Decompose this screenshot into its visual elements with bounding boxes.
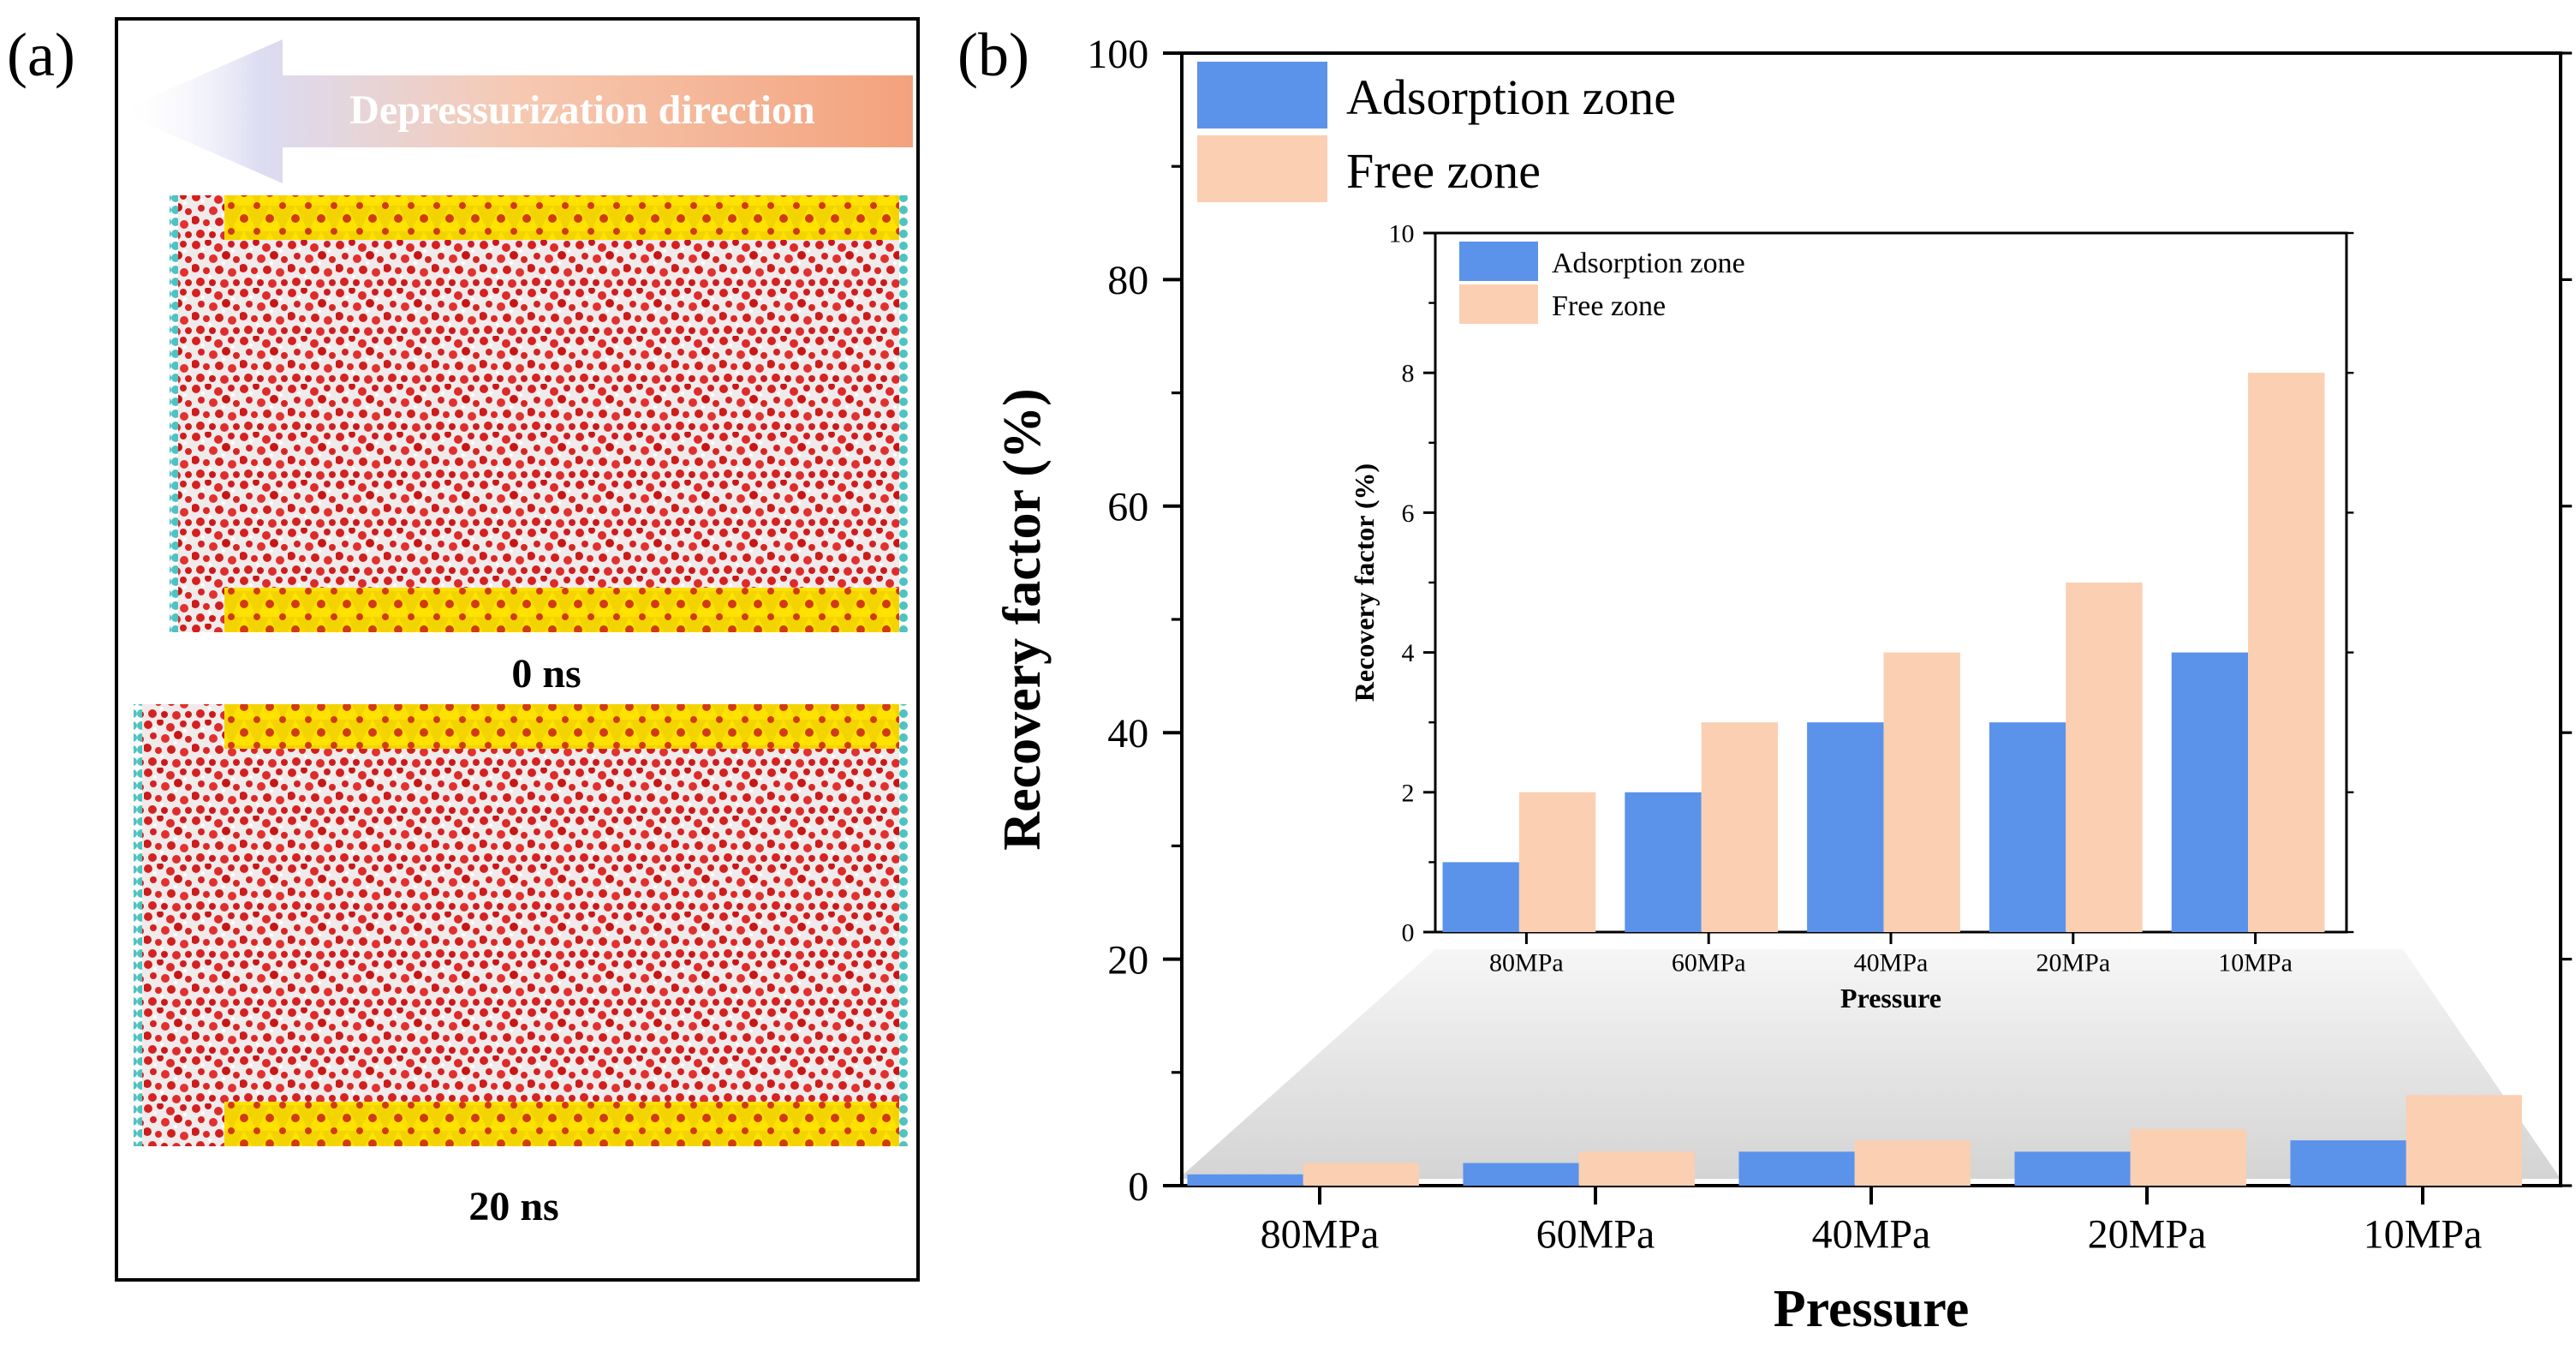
x-tick-label: 40MPa [1812,1211,1931,1257]
y-tick-label: 10 [1389,220,1415,248]
y-tick-label: 20 [1107,937,1148,983]
bar-adsorption-60mpa [1463,1163,1579,1186]
x-tick-label: 60MPa [1536,1211,1655,1257]
x-tick-label: 40MPa [1854,949,1929,977]
legend-label-adsorption: Adsorption zone [1346,69,1676,125]
x-tick-label: 60MPa [1672,949,1746,977]
y-tick-label: 8 [1402,360,1415,388]
md-snapshot-0ns [170,195,908,632]
bar-adsorption-20mpa [1989,722,2066,932]
snapshot-time-0: 0 ns [511,651,581,696]
bar-adsorption-40mpa [1807,722,1884,932]
legend-swatch-free [1197,135,1327,202]
bar-free-80mpa [1303,1163,1419,1186]
md-snapshot-20ns [134,704,908,1146]
bar-free-80mpa [1518,792,1596,932]
y-tick-label: 0 [1402,919,1415,947]
inset-zoom-funnel [1178,949,2561,1179]
y-axis-title: Recovery factor (%) [1349,463,1380,702]
legend-swatch-adsorption [1197,62,1327,129]
right-piston [899,195,908,632]
bar-adsorption-10mpa [2171,652,2249,932]
bar-free-10mpa [2248,373,2325,932]
bar-adsorption-10mpa [2290,1140,2406,1186]
bar-free-60mpa [1701,722,1779,932]
x-tick-label: 80MPa [1489,949,1564,977]
bar-adsorption-40mpa [1738,1151,1855,1186]
panel-b-label: (b) [957,21,1029,89]
y-tick-label: 100 [1087,32,1148,77]
snapshot-time-1: 20 ns [468,1184,558,1229]
panel-a-frame [115,17,920,1282]
left-piston [134,704,142,1146]
water-region [178,195,904,632]
x-axis-title: Pressure [1840,983,1941,1013]
bar-free-10mpa [2406,1095,2522,1186]
left-piston [170,195,178,632]
y-tick-label: 2 [1402,779,1415,807]
legend-label-free: Free zone [1346,143,1541,199]
bottom-wall [224,588,904,632]
y-tick-label: 6 [1402,499,1415,528]
x-tick-label: 80MPa [1261,1211,1380,1257]
legend-swatch-adsorption [1459,242,1538,281]
right-piston [899,704,908,1146]
panel-a-label: (a) [7,21,75,89]
y-tick-label: 60 [1107,485,1148,530]
bar-adsorption-80mpa [1187,1174,1303,1186]
bar-adsorption-80mpa [1442,862,1519,932]
y-tick-label: 80 [1107,258,1148,303]
bar-free-40mpa [1854,1140,1971,1186]
legend-label-adsorption: Adsorption zone [1552,248,1745,279]
top-wall [224,704,904,749]
x-tick-label: 20MPa [2036,949,2110,977]
bar-adsorption-20mpa [2014,1151,2131,1186]
bar-free-40mpa [1883,652,1960,932]
water-region [142,704,904,1146]
y-axis-title: Recovery factor (%) [993,388,1052,850]
x-tick-label: 10MPa [2218,949,2293,977]
bar-adsorption-60mpa [1625,792,1702,932]
legend-swatch-free [1459,284,1538,324]
x-tick-label: 10MPa [2364,1211,2483,1257]
bar-free-20mpa [2066,583,2143,932]
inset-chart: 0 2 4 6 8 10 80MPa 60MPa 40MPa 20MPa 10MPa Pressure… [1349,220,2354,1013]
bar-free-60mpa [1578,1151,1695,1186]
legend-label-free: Free zone [1552,290,1666,322]
bar-free-20mpa [2130,1128,2246,1186]
bottom-wall [224,1102,904,1146]
x-axis-title: Pressure [1774,1280,1969,1338]
y-tick-label: 0 [1128,1164,1148,1210]
depressurization-arrow-label: Depressurization direction [349,87,815,133]
y-tick-label: 4 [1402,639,1415,667]
x-tick-label: 20MPa [2088,1211,2207,1257]
top-wall [224,195,904,240]
y-tick-label: 40 [1107,711,1148,756]
depressurization-arrow: Depressurization direction [118,39,913,183]
